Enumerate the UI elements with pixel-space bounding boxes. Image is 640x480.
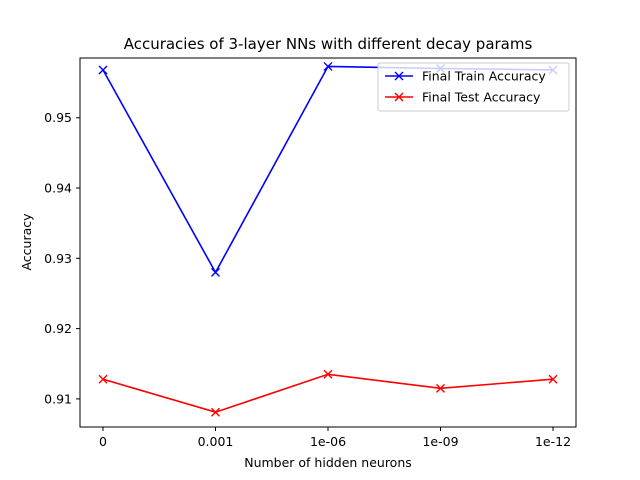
x-tick-label: 1e-12 <box>535 434 571 449</box>
y-tick-label: 0.91 <box>44 391 72 406</box>
data-point-marker <box>211 267 220 277</box>
legend-item: Final Train Accuracy <box>385 69 546 84</box>
x-tick-label: 1e-09 <box>422 434 458 449</box>
x-axis-label: Number of hidden neurons <box>244 455 412 470</box>
data-point-marker <box>548 374 558 384</box>
x-tick-label: 0 <box>99 434 107 449</box>
y-tick-label: 0.93 <box>44 251 72 266</box>
y-tick-label: 0.92 <box>44 321 72 336</box>
legend-box <box>377 62 570 112</box>
legend: Final Train Accuracy Final Test Accuracy <box>377 62 570 112</box>
data-point-marker <box>98 374 108 384</box>
y-axis-label: Accuracy <box>19 213 34 271</box>
y-axis-ticks: 0.91 0.92 0.93 0.94 0.95 <box>44 110 80 406</box>
legend-label: Final Train Accuracy <box>422 69 546 84</box>
legend-item: Final Test Accuracy <box>385 90 541 105</box>
x-tick-label: 0.001 <box>198 434 234 449</box>
data-point-marker <box>211 407 220 417</box>
x-tick-label: 1e-06 <box>310 434 346 449</box>
y-tick-label: 0.95 <box>44 110 72 125</box>
y-tick-label: 0.94 <box>44 181 72 196</box>
data-point-marker <box>98 65 108 75</box>
plot-frame <box>79 57 577 428</box>
data-point-marker <box>323 369 333 379</box>
data-point-marker <box>436 383 445 393</box>
x-axis-ticks: 0 0.001 1e-06 1e-09 1e-12 <box>99 427 571 449</box>
data-point-marker <box>323 61 333 71</box>
legend-label: Final Test Accuracy <box>422 90 541 105</box>
chart-title: Accuracies of 3-layer NNs with different… <box>124 35 533 53</box>
